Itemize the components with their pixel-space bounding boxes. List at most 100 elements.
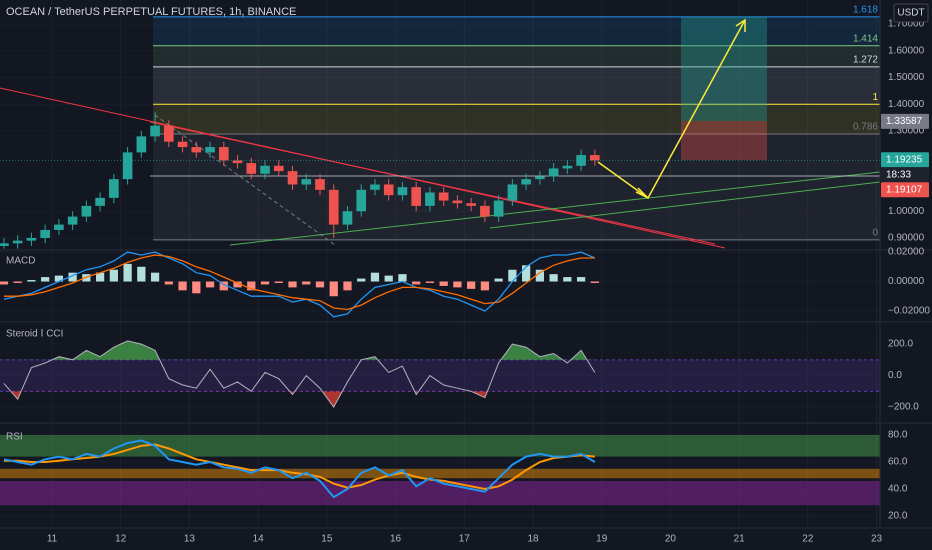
candle-body — [40, 229, 50, 238]
price-axis — [880, 0, 932, 550]
price-tag: 1.19107 — [886, 184, 923, 195]
histogram-bar — [439, 281, 448, 286]
candle-body — [562, 165, 573, 169]
x-tick-label: 21 — [734, 534, 746, 545]
histogram-bar — [0, 281, 9, 285]
candle-body — [218, 147, 229, 161]
histogram-bar — [13, 281, 22, 283]
candles — [0, 112, 600, 249]
trendline — [489, 181, 881, 229]
histogram-bar — [370, 272, 380, 282]
candle-body — [81, 205, 92, 217]
histogram-bar — [219, 281, 228, 291]
trendline — [149, 121, 716, 245]
candle-body — [136, 136, 147, 153]
y-tick-label: −0.02000 — [888, 306, 930, 317]
histogram-bar — [150, 272, 160, 282]
macd — [0, 251, 599, 318]
histogram-bar — [82, 274, 91, 282]
y-tick-label: 80.0 — [888, 430, 908, 441]
pane-title: MACD — [6, 256, 35, 267]
histogram-bar — [563, 277, 572, 282]
candle-body — [383, 184, 394, 196]
histogram-bar — [508, 269, 517, 282]
candle-body — [150, 125, 160, 137]
y-tick-label: 200.0 — [888, 339, 913, 350]
currency-tag[interactable] — [893, 3, 929, 23]
histogram-bar — [54, 275, 64, 282]
candle-body — [0, 243, 9, 246]
candle-body — [232, 160, 243, 164]
y-tick-label: 60.0 — [888, 457, 908, 468]
histogram-bar — [205, 281, 215, 288]
candle-body — [397, 187, 408, 196]
fib-label: 1.414 — [853, 33, 878, 44]
y-tick-label: 1.30000 — [888, 126, 925, 137]
y-tick-label: 1.70000 — [888, 19, 925, 30]
pane-title: RSI — [6, 432, 23, 443]
candle-body — [12, 240, 23, 244]
histogram-bar — [233, 281, 242, 288]
histogram-bar — [109, 269, 118, 282]
fib-label: 1 — [872, 92, 878, 103]
candle-body — [95, 197, 105, 206]
x-tick-label: 12 — [115, 534, 127, 545]
x-tick-label: 15 — [321, 534, 333, 545]
histogram-bar — [480, 281, 490, 291]
candle-body — [452, 200, 463, 204]
cci-fill-upper — [52, 340, 587, 360]
chart-title: OCEAN / TetherUS PERPETUAL FUTURES, 1h, … — [6, 6, 296, 18]
candle-body — [521, 179, 531, 185]
macd-line — [3, 251, 596, 318]
histogram-bar — [260, 281, 270, 285]
histogram-bar — [398, 274, 407, 282]
fib-zone — [153, 16, 880, 46]
histogram-bar — [164, 281, 173, 285]
position-loss — [681, 121, 767, 160]
price-tag: 1.33587 — [886, 116, 923, 127]
price-tag-bg — [881, 152, 929, 168]
candle-body — [260, 165, 270, 174]
dashed-line — [154, 114, 336, 246]
rsi — [3, 439, 596, 499]
rsi-band — [0, 468, 880, 479]
fib-label: 1.618 — [853, 4, 878, 15]
cci-line — [3, 340, 596, 409]
candle-body — [246, 163, 257, 174]
pane-title: Steroid Ⅰ CCI — [6, 329, 63, 340]
candle-body — [356, 189, 367, 212]
histogram-bar — [467, 281, 476, 289]
x-tick-label: 22 — [802, 534, 814, 545]
candle-body — [548, 168, 559, 177]
x-tick-label: 20 — [665, 534, 677, 545]
candle-body — [590, 155, 600, 161]
x-tick-label: 23 — [871, 534, 883, 545]
histogram-bar — [412, 281, 421, 285]
histogram-bar — [522, 265, 531, 282]
y-tick-label: 1.50000 — [888, 72, 925, 83]
histogram-bar — [425, 281, 435, 283]
price-tag-bg — [881, 182, 929, 198]
candle-body — [191, 147, 202, 153]
x-tick-label: 13 — [184, 534, 196, 545]
candle-body — [122, 152, 133, 180]
candle-body — [301, 179, 312, 185]
candle-body — [164, 125, 174, 142]
y-tick-label: 0.00000 — [888, 276, 925, 287]
histogram-bar — [274, 281, 283, 283]
candle-body — [576, 155, 586, 166]
candle-body — [493, 200, 504, 217]
position-profit — [681, 17, 767, 121]
currency[interactable]: USDT — [897, 8, 924, 19]
histogram-bar — [123, 263, 132, 282]
fib-label: 0.786 — [853, 122, 878, 133]
histogram-bar — [247, 281, 256, 291]
y-tick-label: 1.60000 — [888, 45, 925, 56]
candle-body — [177, 141, 188, 148]
histogram-bar — [329, 281, 338, 297]
histogram-bar — [576, 277, 586, 282]
cci-band — [0, 359, 880, 392]
x-tick-label: 14 — [253, 534, 265, 545]
